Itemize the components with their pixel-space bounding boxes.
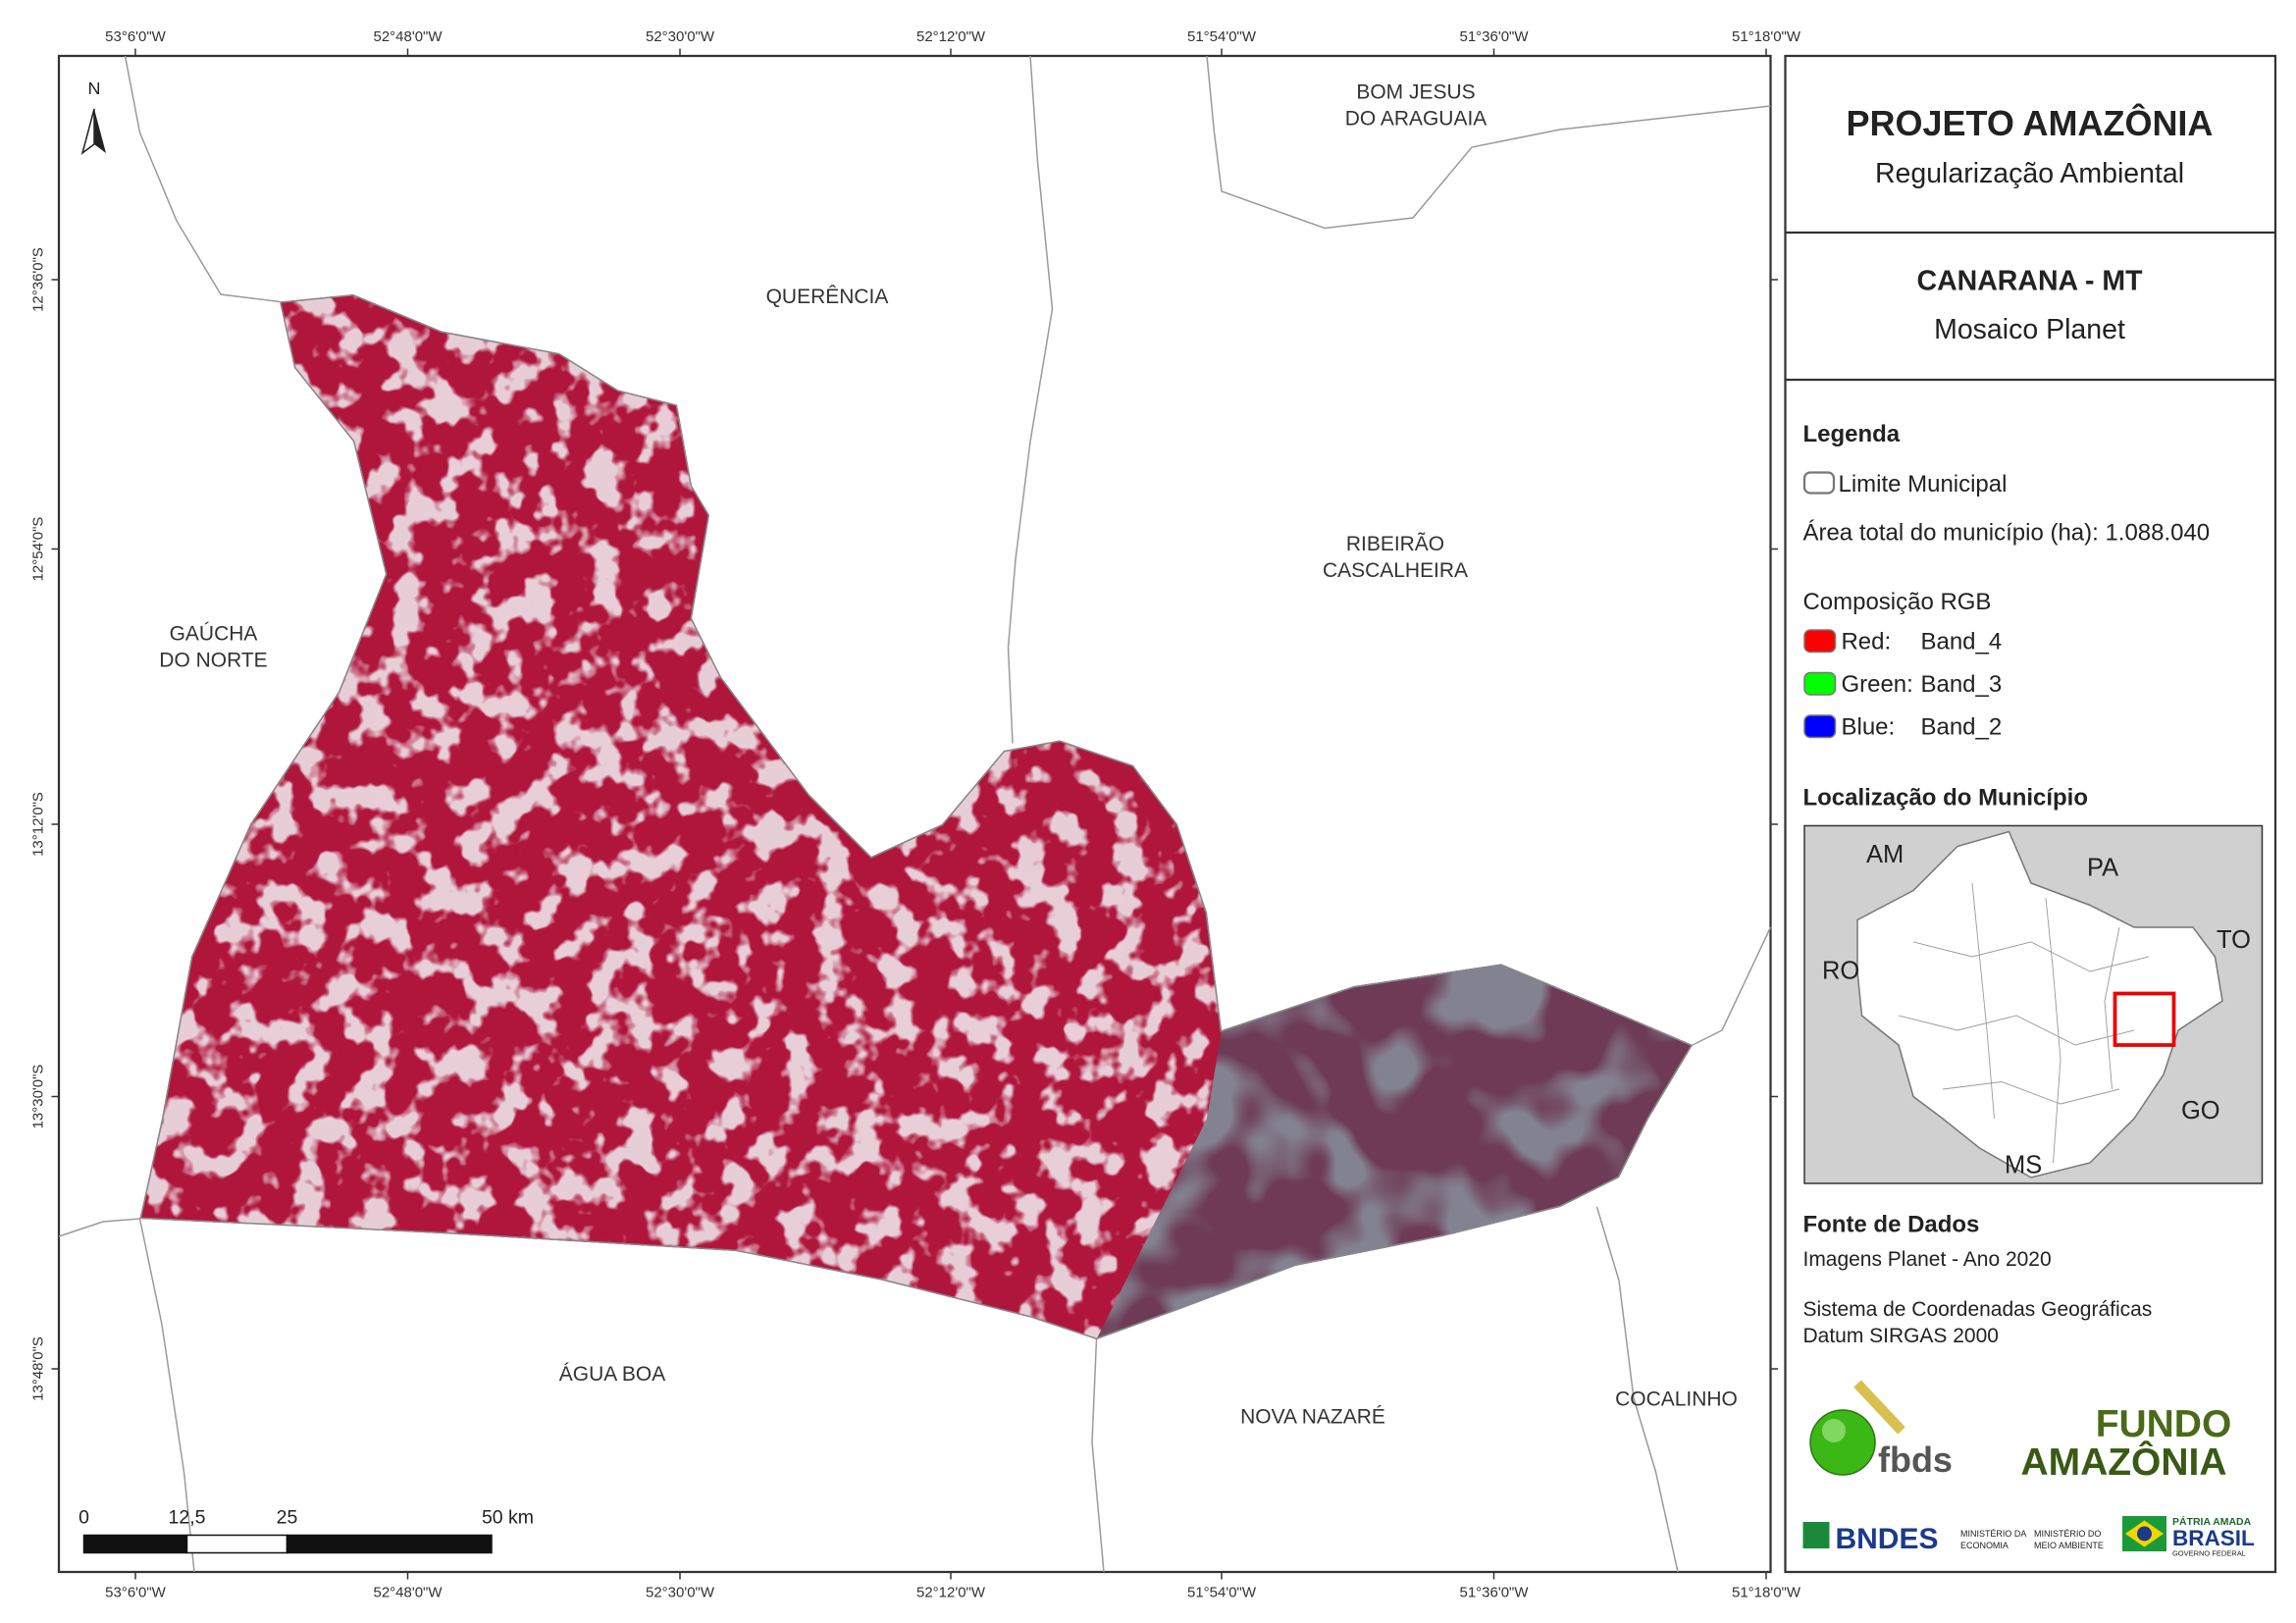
place-label: COCALINHO <box>1615 1387 1738 1410</box>
longitude-label: 53°6'0"W <box>105 28 167 45</box>
place-label: NOVA NAZARÉ <box>1240 1405 1385 1428</box>
band-channel: Red: <box>1841 628 1891 654</box>
latitude-label: 12°36'0"S <box>30 247 47 312</box>
logo-text: PÁTRIA AMADA <box>2172 1515 2252 1528</box>
inset-label: RO <box>1822 957 1859 984</box>
inset-map: AM PA TO RO GO MS <box>1803 824 2264 1184</box>
scale-label: 0 <box>78 1506 89 1528</box>
legend-entry: Limite Municipal <box>1838 471 2007 497</box>
longitude-label: 51°36'0"W <box>1460 28 1530 45</box>
place-label: DO ARAGUAIA <box>1345 107 1487 130</box>
logo-text: MEIO AMBIENTE <box>2034 1541 2104 1550</box>
latitude-label: 13°12'0"S <box>30 792 47 857</box>
longitude-label: 52°12'0"W <box>916 28 986 45</box>
scale-label: 25 <box>277 1506 298 1528</box>
inset-label: GO <box>2181 1097 2220 1125</box>
place-label: GAÚCHA <box>170 622 258 645</box>
longitude-label: 51°54'0"W <box>1187 28 1257 45</box>
band-name: Band_4 <box>1920 628 2002 654</box>
source-line: Datum SIRGAS 2000 <box>1802 1325 1998 1347</box>
location-title: Localização do Município <box>1802 784 2088 811</box>
scale-label: 50 km <box>482 1506 534 1528</box>
place-label: ÁGUA BOA <box>559 1363 665 1386</box>
partner-logos: BNDES MINISTÉRIO DA ECONOMIA MINISTÉRIO … <box>1802 1515 2255 1557</box>
inset-label: AM <box>1866 841 1904 868</box>
fbds-logo: fbds <box>1809 1380 1953 1480</box>
latitude-label: 12°54'0"S <box>30 517 47 582</box>
logo-text: MINISTÉRIO DA <box>1960 1529 2026 1539</box>
logo-text: BRASIL <box>2172 1526 2255 1550</box>
source-line: Sistema de Coordenadas Geográficas <box>1802 1298 2152 1321</box>
latitude-label: 13°48'0"S <box>30 1336 47 1401</box>
municipal-boundaries <box>58 55 1772 1573</box>
longitude-label: 52°48'0"W <box>374 1584 444 1600</box>
logo-text: fbds <box>1878 1440 1953 1480</box>
longitude-label: 52°30'0"W <box>646 1584 715 1600</box>
map-labels: BOM JESUS DO ARAGUAIA QUERÊNCIA RIBEIRÃO… <box>159 80 1738 1428</box>
longitude-label: 51°18'0"W <box>1732 28 1801 45</box>
logo-text: FUNDO <box>2096 1403 2232 1445</box>
north-label: N <box>88 79 101 98</box>
fundo-logo: FUNDO AMAZÔNIA <box>2020 1403 2231 1484</box>
longitude-label: 51°54'0"W <box>1187 1584 1257 1600</box>
logo-text: GOVERNO FEDERAL <box>2172 1548 2246 1557</box>
longitude-label: 52°48'0"W <box>374 28 444 45</box>
longitude-label: 51°36'0"W <box>1460 1584 1530 1600</box>
longitude-label: 52°30'0"W <box>646 28 715 45</box>
inset-label: MS <box>2005 1151 2042 1178</box>
band-channel: Blue: <box>1841 713 1895 740</box>
logo-text: BNDES <box>1835 1523 1938 1555</box>
place-name: CANARANA - MT <box>1917 265 2144 296</box>
place-label: QUERÊNCIA <box>766 286 889 308</box>
place-label: RIBEIRÃO <box>1346 532 1444 555</box>
graticule: 53°6'0"W 52°48'0"W 52°30'0"W 52°12'0"W 51°54… <box>30 28 1801 1600</box>
longitude-label: 52°12'0"W <box>916 1584 986 1600</box>
panel-title: PROJETO AMAZÔNIA <box>1847 103 2214 143</box>
source-line: Imagens Planet - Ano 2020 <box>1802 1248 2051 1271</box>
logo-text: AMAZÔNIA <box>2020 1440 2226 1484</box>
source-title: Fonte de Dados <box>1802 1211 1979 1237</box>
logo-text: MINISTÉRIO DO <box>2034 1529 2101 1539</box>
north-arrow: N <box>80 79 107 155</box>
legend-entry: Área total do município (ha): 1.088.040 <box>1802 519 2210 546</box>
scale-bar: 0 12,5 25 50 km <box>78 1506 534 1554</box>
legend-entry: Composição RGB <box>1802 589 1991 615</box>
product-name: Mosaico Planet <box>1934 314 2125 345</box>
band-swatch <box>1803 714 1837 739</box>
band-name: Band_2 <box>1920 713 2002 740</box>
panel-subtitle: Regularização Ambiental <box>1875 158 2184 189</box>
band-channel: Green: <box>1841 671 1912 698</box>
latitude-label: 13°30'0"S <box>30 1065 47 1129</box>
scale-label: 12,5 <box>169 1506 206 1528</box>
place-label: BOM JESUS <box>1356 80 1475 103</box>
side-panel: PROJETO AMAZÔNIA Regularização Ambiental… <box>1784 54 2277 1574</box>
band-name: Band_3 <box>1920 671 2002 698</box>
longitude-label: 51°18'0"W <box>1732 1584 1801 1600</box>
place-label: DO NORTE <box>159 649 267 671</box>
inset-label: PA <box>2087 854 2118 881</box>
logo-text: ECONOMIA <box>1960 1541 2009 1550</box>
inset-label: TO <box>2217 926 2251 954</box>
place-label: CASCALHEIRA <box>1323 559 1468 582</box>
longitude-label: 53°6'0"W <box>105 1584 167 1600</box>
legend-title: Legenda <box>1802 421 1900 447</box>
band-swatch <box>1803 629 1837 654</box>
band-swatch <box>1803 671 1837 696</box>
boundary-swatch <box>1802 471 1836 495</box>
